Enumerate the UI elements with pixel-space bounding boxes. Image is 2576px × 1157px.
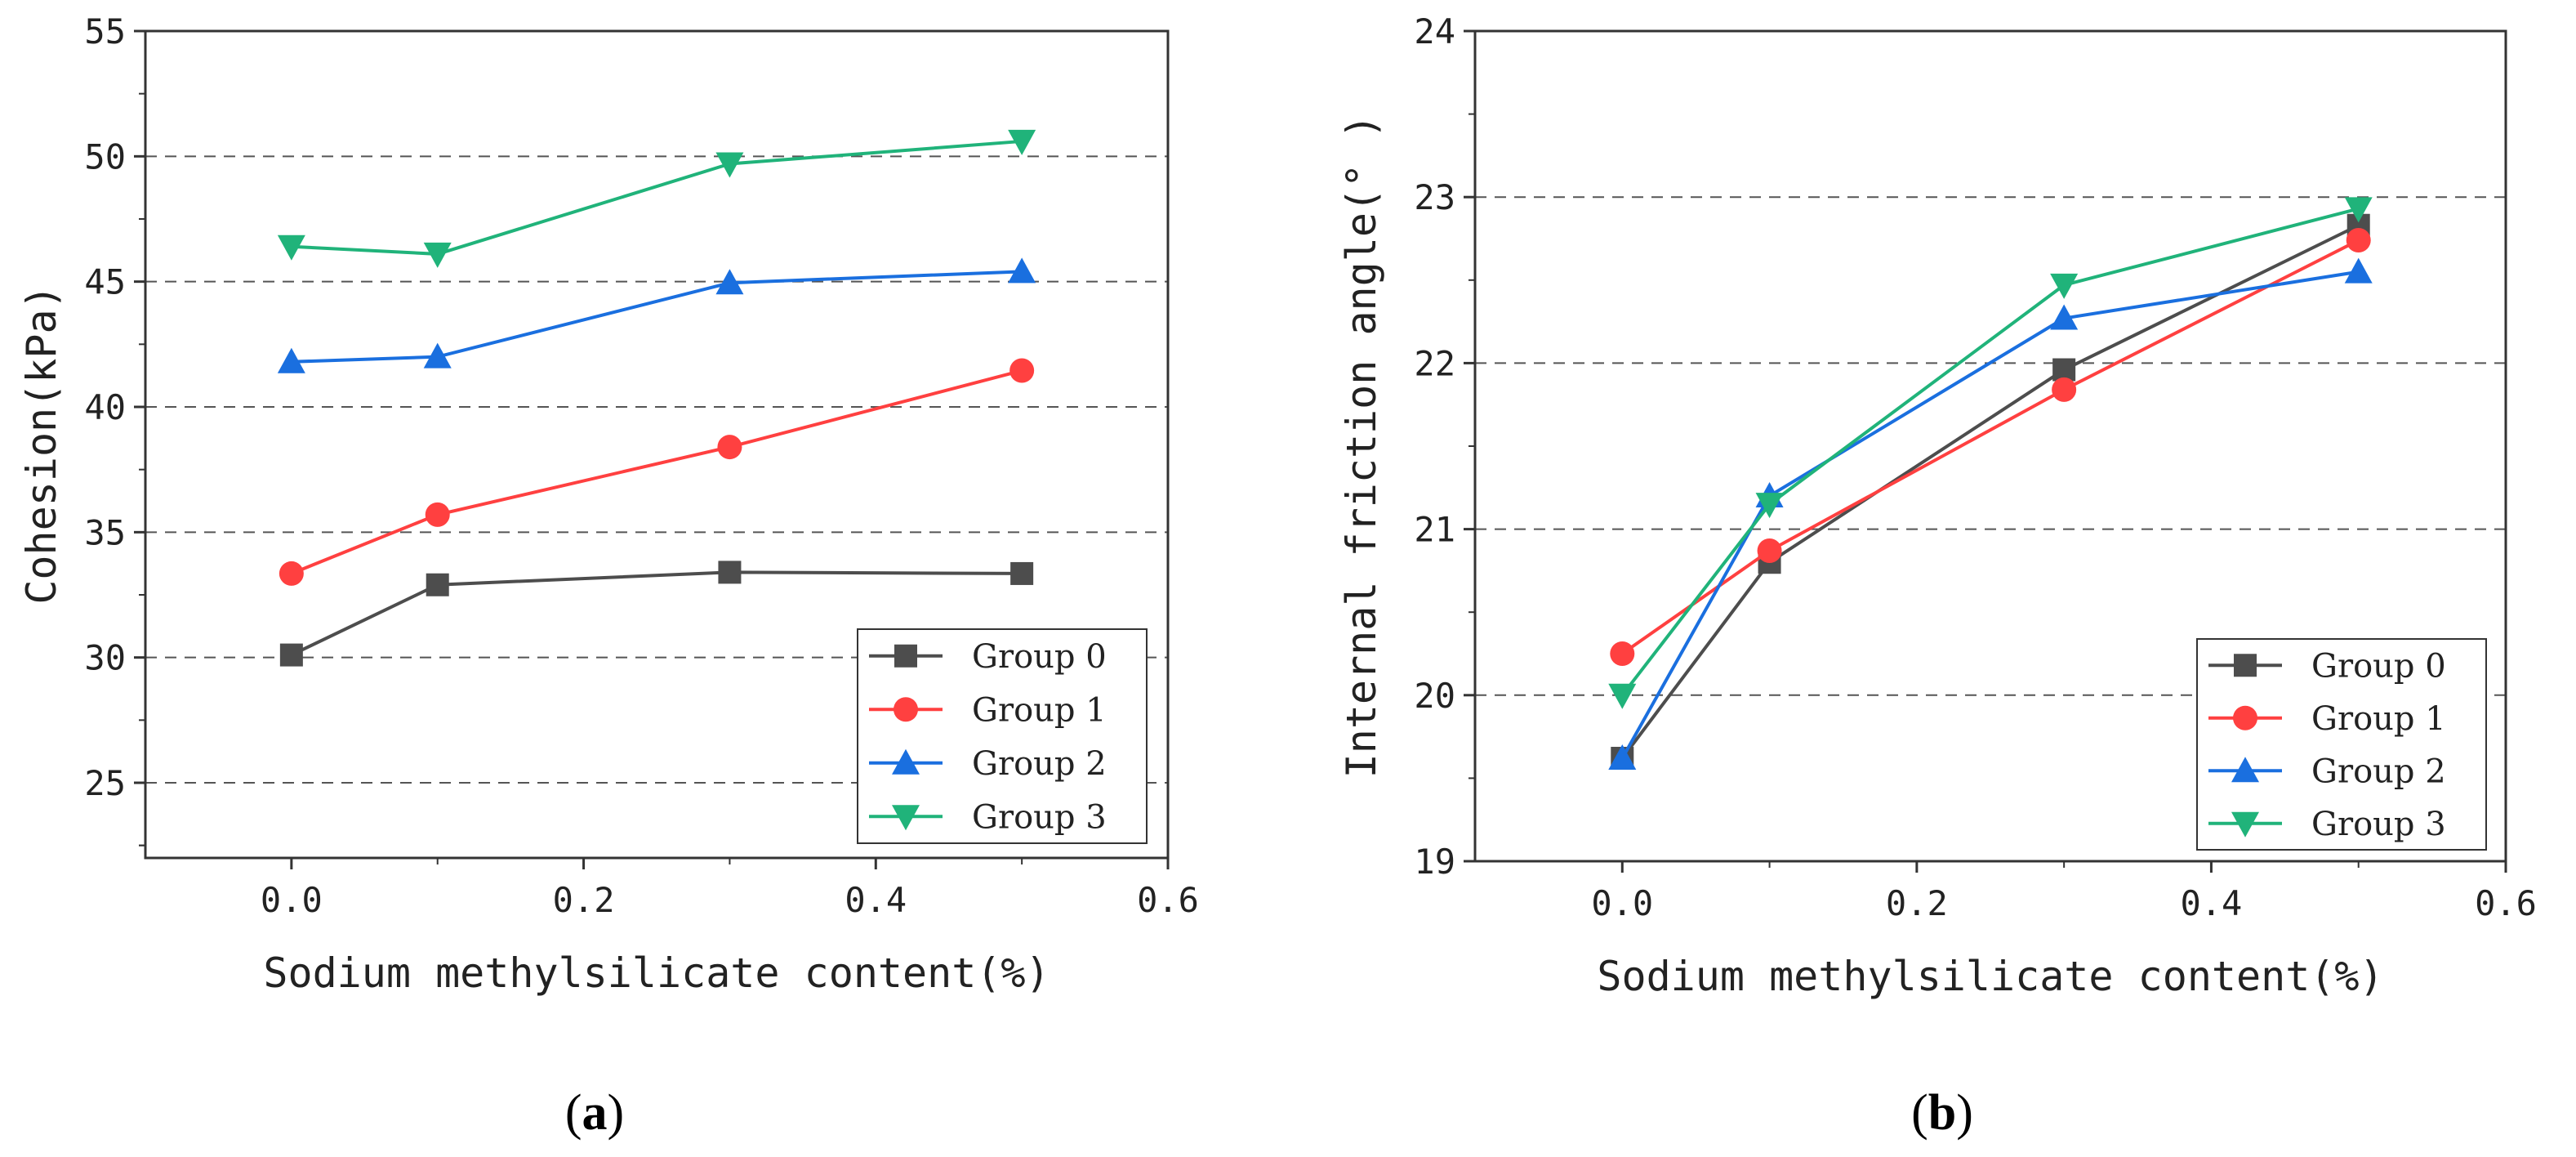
x-axis-label: Sodium methylsilicate content(%)	[1597, 953, 2383, 1000]
x-axis-label: Sodium methylsilicate content(%)	[263, 949, 1050, 997]
x-tick-label: 0.0	[1591, 883, 1653, 923]
x-tick-label: 0.4	[2180, 883, 2242, 923]
data-point	[2346, 228, 2371, 253]
data-point	[277, 347, 305, 373]
data-point	[279, 643, 303, 667]
legend-marker	[2231, 757, 2259, 783]
legend-marker	[894, 697, 918, 722]
x-tick-label: 0.6	[2475, 883, 2537, 923]
data-point	[425, 502, 450, 527]
y-axis-label: Internal friction angle(° )	[1338, 114, 1385, 779]
plot-frame	[144, 29, 1170, 860]
legend-marker	[2234, 654, 2257, 677]
x-tick-label: 0.6	[1137, 880, 1199, 920]
series-group-3	[277, 129, 1036, 268]
series-group-1	[1610, 228, 2371, 666]
data-point	[1008, 129, 1036, 155]
x-tick-label: 0.2	[553, 880, 615, 920]
data-point	[1010, 561, 1034, 585]
data-point	[2344, 197, 2373, 223]
data-point	[2052, 358, 2076, 382]
data-point	[715, 152, 744, 178]
data-point	[277, 235, 305, 261]
data-point	[423, 342, 452, 369]
x-tick-label: 0.4	[845, 880, 907, 920]
legend-label: Group 1	[2311, 700, 2446, 738]
data-point	[426, 573, 449, 596]
series-line	[291, 369, 1023, 575]
panel-label: (a)	[565, 1085, 624, 1141]
data-point	[1757, 538, 1782, 564]
data-point	[717, 435, 742, 460]
legend-marker	[892, 805, 920, 831]
legend-label: Group 1	[972, 691, 1107, 729]
data-point	[423, 242, 452, 268]
legend: Group 0 Group 1 Group 2 Group 3	[857, 628, 1148, 844]
data-point	[2344, 257, 2373, 284]
data-point	[1608, 744, 1637, 771]
y-tick-label: 50	[84, 136, 126, 176]
y-tick-label: 35	[84, 512, 126, 552]
legend: Group 0 Group 1 Group 2 Group 3	[2196, 638, 2487, 851]
chart-panel-a: 25 30 35 40 45 50 55 0.0 0.2 0.4 0.6 Sodium methyls…	[18, 11, 1199, 1141]
y-tick-label: 19	[1414, 842, 1455, 882]
data-point	[2050, 273, 2079, 299]
series-group-2	[277, 257, 1036, 373]
data-point	[1009, 358, 1035, 383]
legend-marker	[2231, 811, 2259, 838]
y-tick-label: 40	[84, 387, 126, 427]
y-tick-label: 23	[1414, 177, 1455, 217]
legend-marker	[894, 644, 917, 668]
series-line	[1620, 223, 2360, 760]
data-point	[279, 561, 304, 586]
legend-marker	[2233, 705, 2257, 730]
series-line	[1621, 239, 2360, 655]
y-tick-label: 20	[1414, 676, 1455, 716]
series-group-1	[279, 358, 1035, 586]
y-tick-label: 55	[84, 11, 126, 51]
y-tick-label: 24	[1414, 11, 1455, 51]
legend-marker	[892, 748, 920, 775]
data-point	[715, 269, 744, 295]
data-point	[1610, 641, 1635, 666]
series-line	[1620, 207, 2360, 697]
legend-label: Group 2	[2311, 753, 2446, 790]
series-group-0	[279, 561, 1034, 667]
data-point	[1008, 257, 1036, 284]
legend-label: Group 2	[972, 745, 1107, 783]
series-group-3	[1608, 197, 2373, 709]
series-line	[291, 270, 1023, 364]
series-line	[291, 139, 1023, 256]
y-tick-label: 21	[1414, 510, 1455, 550]
data-point	[2050, 304, 2079, 330]
panel-label: (b)	[1911, 1085, 1973, 1141]
legend-label: Group 3	[972, 798, 1107, 836]
legend-label: Group 0	[2311, 647, 2446, 685]
data-point	[1755, 493, 1784, 519]
data-point	[2052, 377, 2077, 402]
chart-panel-b: 19 20 21 22 23 24 0.0 0.2 0.4 0.6 Sodium methylsil…	[1338, 11, 2537, 1141]
legend-label: Group 3	[2311, 806, 2446, 843]
x-tick-label: 0.0	[261, 880, 323, 920]
y-tick-label: 45	[84, 262, 126, 302]
y-tick-label: 22	[1414, 343, 1455, 383]
y-tick-label: 25	[84, 763, 126, 803]
legend-label: Group 0	[972, 638, 1107, 676]
data-point	[1608, 683, 1637, 709]
series-line	[290, 570, 1023, 657]
y-axis-label: Cohesion(kPa)	[18, 284, 65, 604]
y-tick-label: 30	[84, 638, 126, 678]
x-tick-label: 0.2	[1886, 883, 1948, 923]
series-line	[1620, 270, 2360, 759]
data-point	[718, 561, 742, 584]
